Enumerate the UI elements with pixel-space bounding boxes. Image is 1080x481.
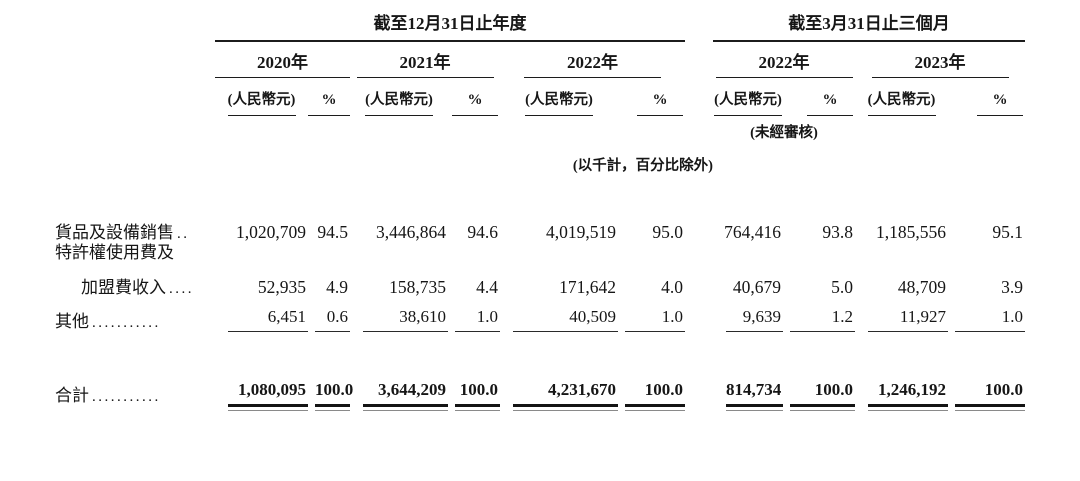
amount-cell: 171,642 [559,277,616,298]
percent-cell: 95.1 [992,222,1023,243]
currency-header: (人民幣元) [215,78,308,116]
period-group-quarter: 截至3月31日止三個月 [713,10,1025,42]
column-gap [685,299,713,333]
unaudited-note: (未經審核) [750,124,818,141]
row-label: 合計........... [55,386,161,406]
empty-cell [55,78,215,115]
percent-header: % [448,78,500,116]
total-amount-cell: 4,231,670 [500,332,618,411]
amount-cell: 9,639 [713,299,783,333]
leader-dots: .. [177,225,190,242]
period-group-quarter-title: 截至3月31日止三個月 [713,10,1025,42]
total-percent-cell: 100.0 [618,332,685,411]
currency-header: (人民幣元) [855,78,948,116]
leader-dots: .... [169,280,194,297]
percent-header: % [308,78,350,116]
period-group-annual: 截至12月31日止年度 [215,10,685,42]
amount-cell: 764,416 [724,222,781,243]
empty-cell [713,142,1025,176]
total-percent-cell: 100.0 [448,332,500,411]
percent-cell: 94.5 [317,222,348,243]
amount-cell: 3,446,864 [376,222,446,243]
year-header-2021: 2021年 [350,42,500,79]
total-amount-cell: 814,734 [713,332,783,411]
total-percent-cell: 100.0 [783,332,855,411]
total-percent-cell: 100.0 [308,332,353,411]
amount-cell: 52,935 [257,277,306,298]
year-header-row: 2020年 2021年 2022年 2022年 2023年 [55,42,1025,79]
units-note-row: (以千計，百分比除外) [55,142,1025,176]
percent-cell: 4.9 [326,277,348,298]
amount-cell: 4,019,519 [546,222,616,243]
column-gap [685,42,713,79]
year-header-2020: 2020年 [215,42,350,79]
total-amount-cell: 3,644,209 [350,332,448,411]
empty-cell [855,116,1025,143]
subheader-row: (人民幣元) % (人民幣元) % (人民幣元) % (人民幣元) % (人民幣… [55,78,1025,116]
column-gap [685,10,713,42]
column-gap [685,264,713,298]
amount-cell: 38,610 [350,299,448,333]
table-row-royalty-label: 特許權使用費及 [55,243,1025,264]
percent-cell: 4.4 [476,277,498,298]
table-row-goods-equipment-sales: 貨品及設備銷售.. 1,020,709 94.5 3,446,864 94.6 … [55,176,1025,243]
amount-cell: 11,927 [855,299,948,333]
column-gap [685,332,713,407]
units-note: (以千計，百分比除外) [572,158,713,175]
empty-cell [55,142,215,176]
amount-cell: 40,509 [500,299,618,333]
percent-cell: 93.8 [822,222,853,243]
revenue-breakdown-table: 截至12月31日止年度 截至3月31日止三個月 2020年 2021年 2022… [55,10,1025,411]
table-row-total: 合計........... 1,080,095 100.0 3,644,209 … [55,332,1025,411]
year-header-2022-q1: 2022年 [713,42,855,79]
percent-header: % [948,78,1025,116]
percent-cell: 4.0 [661,277,683,298]
amount-cell: 6,451 [215,299,308,333]
row-label: 特許權使用費及 [55,243,174,263]
leader-dots: ........... [92,389,161,406]
percent-cell: 0.6 [308,299,350,333]
row-label: 貨品及設備銷售.. [55,222,190,242]
period-group-annual-title: 截至12月31日止年度 [215,10,685,42]
column-gap [685,78,713,115]
percent-cell: 1.0 [618,299,685,333]
percent-cell: 3.9 [1001,277,1023,298]
percent-cell: 95.0 [652,222,683,243]
amount-cell: 158,735 [389,277,446,298]
empty-cell [55,116,713,143]
currency-header: (人民幣元) [713,78,783,116]
percent-cell: 1.2 [783,299,855,333]
percent-header: % [618,78,685,116]
unaudited-note-row: (未經審核) [55,116,1025,143]
year-header-2023-q1: 2023年 [855,42,1025,79]
year-header-2022: 2022年 [500,42,685,79]
leader-dots: ........... [92,314,161,331]
percent-header: % [783,78,855,116]
row-label: 加盟費收入.... [81,277,194,297]
column-gap [685,176,713,243]
table-row-franchise-fee-income: 加盟費收入.... 52,935 4.9 158,735 4.4 171,642… [55,264,1025,298]
amount-cell: 1,185,556 [876,222,946,243]
empty-cell [55,42,215,79]
percent-cell: 1.0 [948,299,1025,333]
percent-cell: 1.0 [448,299,500,333]
percent-cell: 5.0 [831,277,853,298]
total-amount-cell: 1,080,095 [215,332,308,411]
currency-header: (人民幣元) [500,78,618,116]
amount-cell: 40,679 [732,277,781,298]
amount-cell: 1,020,709 [236,222,306,243]
currency-header: (人民幣元) [350,78,448,116]
total-amount-cell: 1,246,192 [855,332,948,411]
total-percent-cell: 100.0 [948,332,1025,411]
amount-cell: 48,709 [897,277,946,298]
row-label: 其他........... [55,311,161,331]
period-group-header-row: 截至12月31日止年度 截至3月31日止三個月 [55,10,1025,42]
percent-cell: 94.6 [467,222,498,243]
empty-cell [55,10,215,42]
table-row-others: 其他........... 6,451 0.6 38,610 1.0 40,50… [55,299,1025,333]
